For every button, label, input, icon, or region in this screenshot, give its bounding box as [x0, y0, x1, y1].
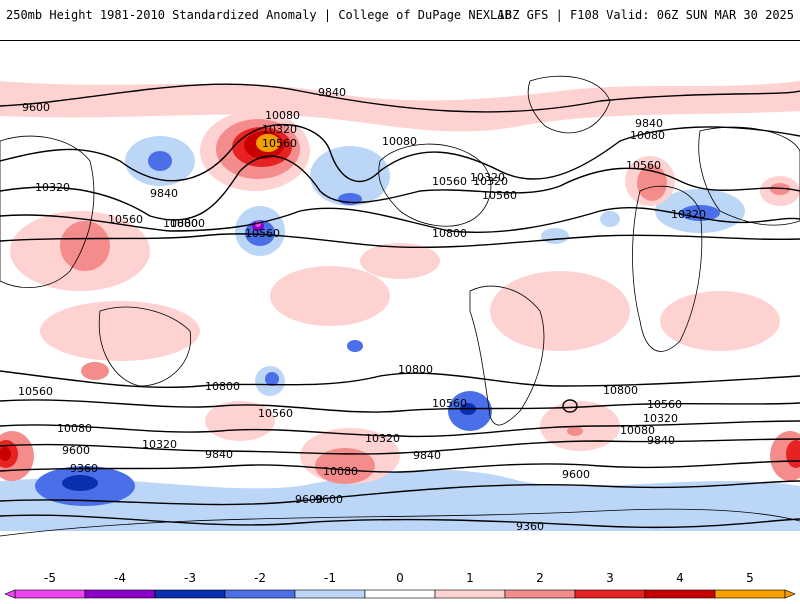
- contour-label: 10320: [35, 181, 70, 194]
- colorbar-swatch: [644, 589, 716, 599]
- contour-label: 9600: [562, 468, 590, 481]
- colorbar-max-arrow: [784, 589, 796, 599]
- map-title: 250mb Height 1981-2010 Standardized Anom…: [6, 8, 512, 22]
- contour-label: 9840: [318, 86, 346, 99]
- colorbar-swatch: [504, 589, 576, 599]
- colorbar-tick-label: -1: [324, 571, 336, 585]
- contour-label: 10320: [142, 438, 177, 451]
- contour-label: 9600: [315, 493, 343, 506]
- contour-label: 10320: [470, 171, 505, 184]
- contour-label-group: 9600 9840 10080 10320 10560 10800 10320 …: [18, 86, 706, 533]
- colorbar-tick-label: 0: [396, 571, 404, 585]
- contour-label: 10560: [258, 407, 293, 420]
- contour-label: 9600: [22, 101, 50, 114]
- contour-label: 10800: [170, 217, 205, 230]
- contour-label: 10560: [482, 189, 517, 202]
- colorbar-tick-labels: -5 -4 -3 -2 -1 0 1 2 3 4 5: [44, 571, 754, 585]
- contour-label: 10080: [630, 129, 665, 142]
- contour-label: 10800: [398, 363, 433, 376]
- colorbar-swatch: [714, 589, 786, 599]
- run-info: 18Z GFS | F108 Valid: 06Z SUN MAR 30 202…: [497, 8, 794, 22]
- contour-label: 9600: [295, 493, 323, 506]
- colorbar-tick-label: -3: [184, 571, 196, 585]
- colorbar-swatch: [14, 589, 86, 599]
- contour-label: 10080: [323, 465, 358, 478]
- colorbar-svg: -5 -4 -3 -2 -1 0 1 2 3 4 5: [4, 571, 796, 599]
- contour-label: 9360: [516, 520, 544, 533]
- contour-label: 9840: [413, 449, 441, 462]
- anomaly-shading: [0, 81, 800, 531]
- contour-label: 9360: [70, 462, 98, 475]
- contour-label: 10320: [671, 208, 706, 221]
- colorbar-tick-label: -2: [254, 571, 266, 585]
- colorbar-tick-label: 4: [676, 571, 684, 585]
- contour-label: 10560: [647, 398, 682, 411]
- contour-label: 9840: [150, 187, 178, 200]
- height-contours: [0, 83, 800, 529]
- contour-label: 10560: [262, 137, 297, 150]
- colorbar-tick-label: -5: [44, 571, 56, 585]
- contour-label: 10560: [626, 159, 661, 172]
- contour-label: 10800: [603, 384, 638, 397]
- title-bar: 250mb Height 1981-2010 Standardized Anom…: [0, 0, 800, 32]
- colorbar-swatches: [4, 589, 796, 599]
- colorbar-swatch: [84, 589, 156, 599]
- colorbar-min-arrow: [4, 589, 16, 599]
- colorbar-swatch: [294, 589, 366, 599]
- contour-label: 10800: [205, 380, 240, 393]
- contour-label: 10560: [108, 213, 143, 226]
- map-svg: 9600 9840 10080 10320 10560 10800 10320 …: [0, 75, 800, 537]
- colorbar-swatch: [434, 589, 506, 599]
- colorbar-tick-label: 3: [606, 571, 614, 585]
- contour-label: 10560: [18, 385, 53, 398]
- colorbar-tick-label: 2: [536, 571, 544, 585]
- contour-label: 10320: [643, 412, 678, 425]
- colorbar-tick-label: 5: [746, 571, 754, 585]
- colorbar-tick-label: -4: [114, 571, 126, 585]
- anomaly-map: 9600 9840 10080 10320 10560 10800 10320 …: [0, 40, 800, 546]
- contour-label: 10080: [620, 424, 655, 437]
- colorbar-swatch: [224, 589, 296, 599]
- contour-label: 9840: [205, 448, 233, 461]
- contour-label: 10560: [432, 397, 467, 410]
- contour-label: 10320: [473, 175, 508, 188]
- contour-label: 10320: [262, 123, 297, 136]
- colorbar-tick-label: 1: [466, 571, 474, 585]
- contour-label: 10320: [365, 432, 400, 445]
- contour-label: 10800: [163, 217, 198, 230]
- contour-label: 10080: [57, 422, 92, 435]
- contour-label: 9840: [635, 117, 663, 130]
- colorbar-swatch: [364, 589, 436, 599]
- colorbar-swatch: [154, 589, 226, 599]
- contour-label: 10560: [432, 175, 467, 188]
- contour-label: 10080: [265, 109, 300, 122]
- contour-label: 9600: [62, 444, 90, 457]
- contour-label: 10800: [432, 227, 467, 240]
- colorbar-swatch: [574, 589, 646, 599]
- coastlines: [0, 75, 800, 537]
- contour-label: 10560: [245, 227, 280, 240]
- colorbar: -5 -4 -3 -2 -1 0 1 2 3 4 5: [0, 570, 800, 600]
- contour-label: 9840: [647, 434, 675, 447]
- contour-label: 10080: [382, 135, 417, 148]
